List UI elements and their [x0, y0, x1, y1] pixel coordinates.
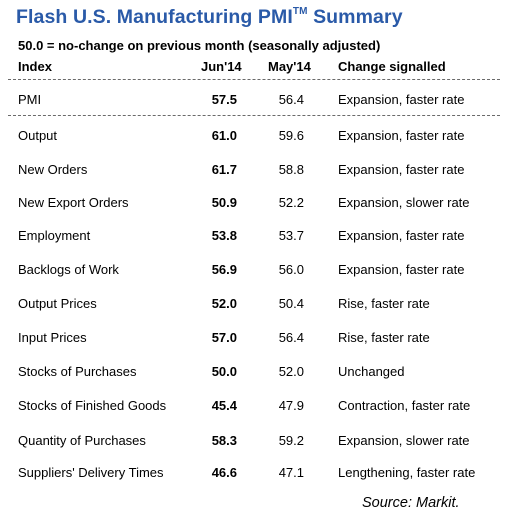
row-jun-value: 53.8	[211, 228, 237, 243]
row-may-value: 53.7	[278, 228, 304, 243]
row-index-label: Input Prices	[18, 330, 87, 345]
source-note: Source: Markit.	[362, 495, 460, 511]
row-change-signal: Unchanged	[338, 364, 405, 379]
row-index-label: Quantity of Purchases	[18, 433, 146, 448]
row-may-value: 52.0	[278, 364, 304, 379]
row-index-label: Stocks of Purchases	[18, 364, 137, 379]
row-change-signal: Expansion, faster rate	[338, 262, 465, 277]
row-index-label: New Orders	[18, 162, 88, 177]
row-may-value: 59.2	[278, 433, 304, 448]
row-jun-value: 50.9	[211, 195, 237, 210]
row-index-label: Backlogs of Work	[18, 262, 119, 277]
table-row: New Orders 61.7 58.8 Expansion, faster rate	[0, 162, 513, 180]
row-change-signal: Contraction, faster rate	[338, 398, 471, 413]
page-title: Flash U.S. Manufacturing PMITM Summary	[16, 6, 403, 29]
row-jun-value: 61.7	[211, 162, 237, 177]
row-change-signal: Expansion, faster rate	[338, 162, 465, 177]
row-may-value: 47.9	[278, 398, 304, 413]
title-trademark: TM	[292, 6, 308, 17]
row-may-value: 47.1	[278, 465, 304, 480]
table-row: Input Prices 57.0 56.4 Rise, faster rate	[0, 330, 513, 348]
header-divider	[8, 79, 500, 80]
row-may-value: 52.2	[278, 195, 304, 210]
row-may-value: 50.4	[278, 296, 304, 311]
table-row: New Export Orders 50.9 52.2 Expansion, slow…	[0, 195, 513, 213]
row-jun-value: 58.3	[211, 433, 237, 448]
row-jun-value: 56.9	[211, 262, 237, 277]
table-row: Quantity of Purchases 58.3 59.2 Expansion, …	[0, 433, 513, 451]
row-index-label: Employment	[18, 228, 91, 243]
row-change-signal: Expansion, slower rate	[338, 195, 470, 210]
title-suffix: Summary	[307, 6, 403, 28]
table-row: Output Prices 52.0 50.4 Rise, faster rate	[0, 296, 513, 314]
row-may-value: 56.4	[278, 330, 304, 345]
row-change-signal: Rise, faster rate	[338, 296, 430, 311]
header-may: May'14	[268, 59, 311, 74]
title-main: Flash U.S. Manufacturing PMI	[16, 6, 293, 28]
row-jun-value: 57.5	[211, 92, 237, 107]
header-jun: Jun'14	[201, 59, 242, 74]
row-change-signal: Expansion, faster rate	[338, 128, 465, 143]
pmi-divider	[8, 115, 500, 116]
row-change-signal: Lengthening, faster rate	[338, 465, 476, 480]
row-may-value: 56.4	[278, 92, 304, 107]
row-jun-value: 57.0	[211, 330, 237, 345]
row-may-value: 56.0	[278, 262, 304, 277]
table-row: Stocks of Finished Goods 45.4 47.9 Contract…	[0, 398, 513, 416]
row-jun-value: 61.0	[211, 128, 237, 143]
table-row: Stocks of Purchases 50.0 52.0 Unchanged	[0, 364, 513, 382]
row-change-signal: Expansion, faster rate	[338, 228, 465, 243]
row-jun-value: 46.6	[211, 465, 237, 480]
table-row: Backlogs of Work 56.9 56.0 Expansion, faste…	[0, 262, 513, 280]
table-row: Suppliers' Delivery Times 46.6 47.1 Lengthe…	[0, 465, 513, 483]
row-index-label: Stocks of Finished Goods	[18, 398, 167, 413]
row-jun-value: 50.0	[211, 364, 237, 379]
row-jun-value: 45.4	[211, 398, 237, 413]
row-index-label: Suppliers' Delivery Times	[18, 465, 164, 480]
table-row: PMI 57.5 56.4 Expansion, faster rate	[0, 92, 513, 110]
row-may-value: 59.6	[278, 128, 304, 143]
table-row: Output 61.0 59.6 Expansion, faster rate	[0, 128, 513, 146]
row-index-label: New Export Orders	[18, 195, 129, 210]
header-index: Index	[18, 59, 52, 74]
row-change-signal: Expansion, slower rate	[338, 433, 470, 448]
row-change-signal: Rise, faster rate	[338, 330, 430, 345]
row-index-label: PMI	[18, 92, 42, 107]
row-jun-value: 52.0	[211, 296, 237, 311]
row-may-value: 58.8	[278, 162, 304, 177]
table-row: Employment 53.8 53.7 Expansion, faster rate	[0, 228, 513, 246]
row-change-signal: Expansion, faster rate	[338, 92, 465, 107]
row-index-label: Output Prices	[18, 296, 97, 311]
header-change: Change signalled	[338, 59, 446, 74]
row-index-label: Output	[18, 128, 58, 143]
subtitle: 50.0 = no-change on previous month (seas…	[18, 38, 381, 53]
